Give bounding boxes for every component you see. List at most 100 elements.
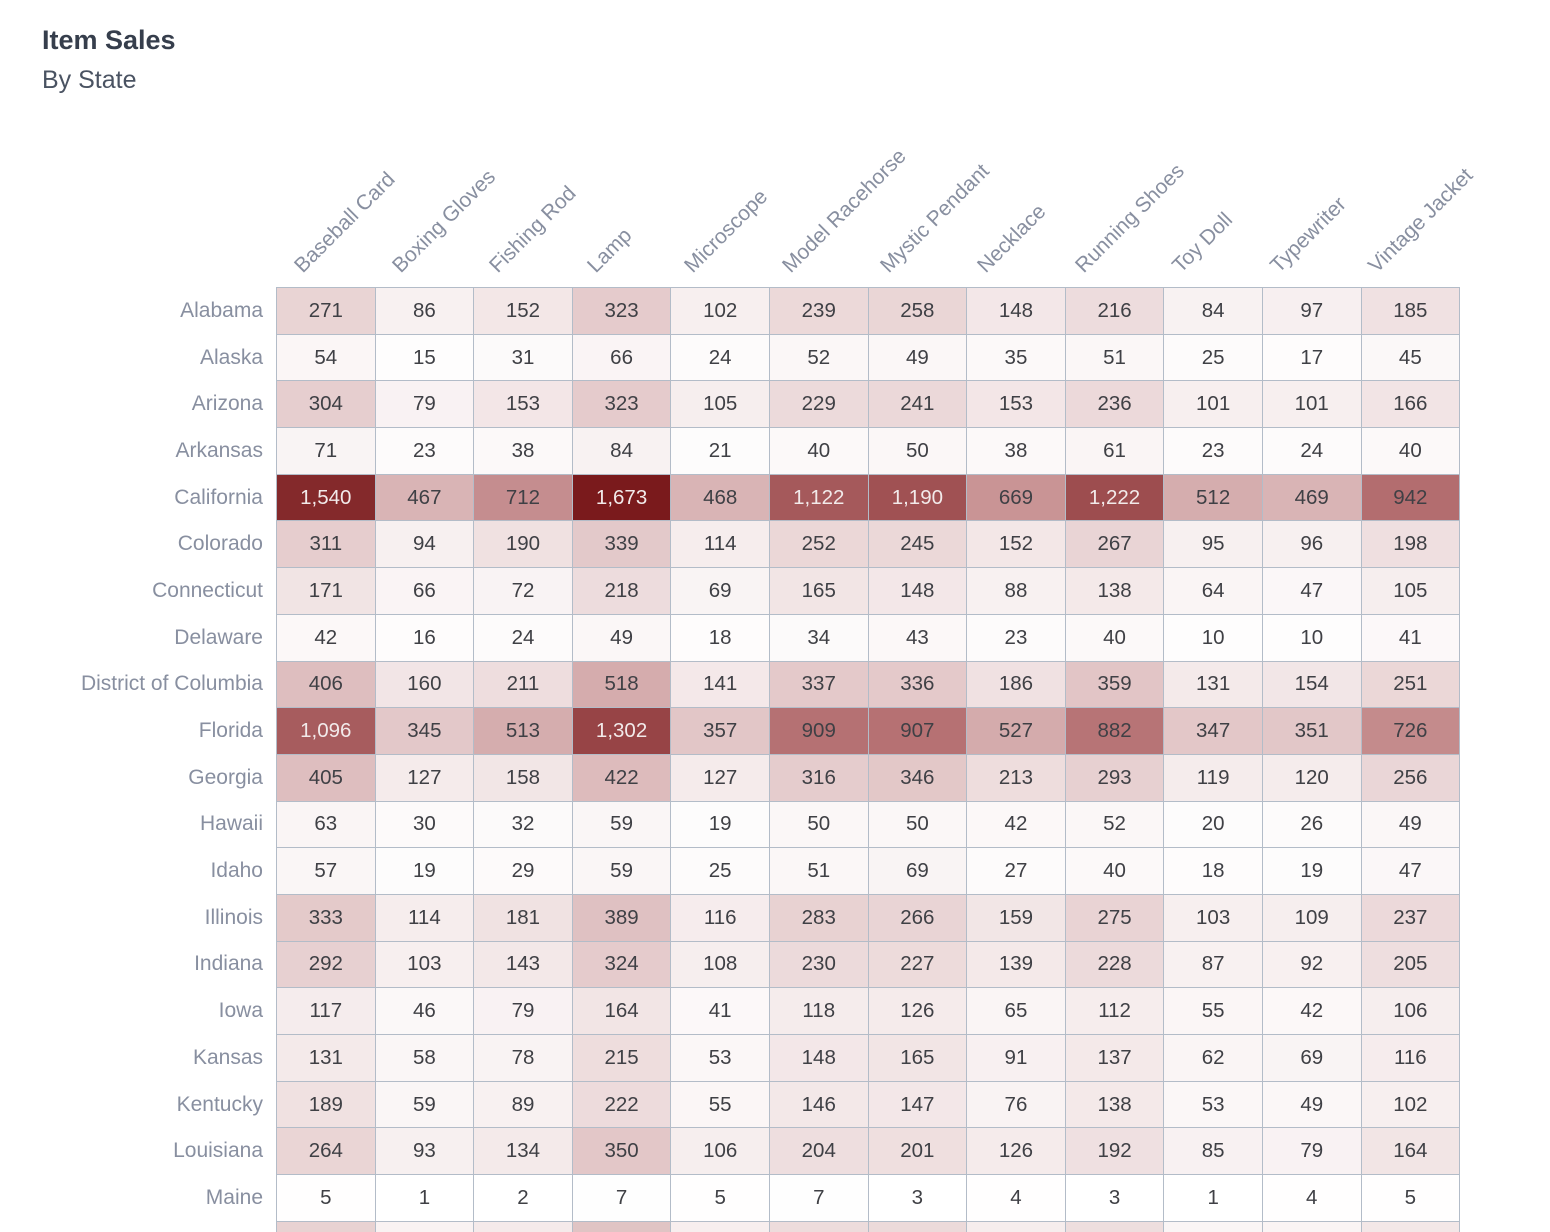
heatmap-cell[interactable]: 91 xyxy=(966,1034,1066,1082)
heatmap-cell[interactable]: 17 xyxy=(1261,333,1362,382)
heatmap-cell[interactable]: 43 xyxy=(867,613,968,662)
heatmap-cell[interactable]: 346 xyxy=(867,753,968,802)
heatmap-cell[interactable]: 95 xyxy=(1163,520,1263,569)
heatmap-cell[interactable]: 251 xyxy=(1360,660,1461,709)
heatmap-cell[interactable]: 153 xyxy=(473,380,573,429)
heatmap-cell[interactable]: 101 xyxy=(1261,380,1362,429)
heatmap-cell[interactable]: 34 xyxy=(768,613,869,662)
heatmap-cell[interactable]: 266 xyxy=(867,893,968,942)
heatmap-cell[interactable]: 105 xyxy=(670,380,770,429)
heatmap-cell[interactable]: 205 xyxy=(1360,940,1461,989)
heatmap-cell[interactable]: 23 xyxy=(374,427,475,475)
heatmap-cell[interactable]: 146 xyxy=(768,1080,869,1129)
heatmap-cell[interactable]: 18 xyxy=(670,613,770,662)
heatmap-cell[interactable]: 25 xyxy=(1163,333,1263,382)
heatmap-cell[interactable]: 102 xyxy=(1360,1080,1461,1129)
heatmap-cell[interactable] xyxy=(768,1220,869,1232)
heatmap-cell[interactable]: 61 xyxy=(1064,427,1165,475)
heatmap-cell[interactable]: 59 xyxy=(571,847,672,895)
heatmap-cell[interactable]: 116 xyxy=(1360,1034,1461,1082)
heatmap-cell[interactable]: 2 xyxy=(473,1174,573,1222)
heatmap-cell[interactable]: 181 xyxy=(473,893,573,942)
heatmap-cell[interactable]: 52 xyxy=(1064,800,1165,849)
heatmap-cell[interactable]: 49 xyxy=(867,333,968,382)
heatmap-cell[interactable]: 87 xyxy=(1163,940,1263,989)
heatmap-cell[interactable]: 230 xyxy=(768,940,869,989)
heatmap-cell[interactable]: 198 xyxy=(1360,520,1461,569)
heatmap-cell[interactable]: 57 xyxy=(276,847,376,895)
heatmap-cell[interactable]: 518 xyxy=(571,660,672,709)
heatmap-cell[interactable]: 726 xyxy=(1360,707,1461,755)
heatmap-cell[interactable]: 190 xyxy=(473,520,573,569)
heatmap-cell[interactable]: 1,302 xyxy=(571,707,672,755)
heatmap-cell[interactable]: 882 xyxy=(1064,707,1165,755)
heatmap-cell[interactable]: 271 xyxy=(276,287,376,335)
heatmap-cell[interactable]: 38 xyxy=(966,427,1066,475)
heatmap-cell[interactable]: 311 xyxy=(276,520,376,569)
heatmap-cell[interactable]: 32 xyxy=(473,800,573,849)
heatmap-cell[interactable]: 4 xyxy=(1261,1174,1362,1222)
heatmap-cell[interactable]: 93 xyxy=(374,1127,475,1176)
heatmap-cell[interactable]: 186 xyxy=(966,660,1066,709)
heatmap-cell[interactable]: 148 xyxy=(867,567,968,615)
heatmap-cell[interactable]: 5 xyxy=(670,1174,770,1222)
heatmap-cell[interactable]: 165 xyxy=(867,1034,968,1082)
heatmap-cell[interactable]: 69 xyxy=(670,567,770,615)
heatmap-cell[interactable]: 69 xyxy=(867,847,968,895)
heatmap-cell[interactable]: 152 xyxy=(473,287,573,335)
heatmap-cell[interactable]: 52 xyxy=(768,333,869,382)
heatmap-cell[interactable]: 158 xyxy=(473,753,573,802)
heatmap-cell[interactable] xyxy=(867,1220,968,1232)
heatmap-cell[interactable]: 46 xyxy=(374,987,475,1035)
heatmap-cell[interactable]: 512 xyxy=(1163,473,1263,522)
heatmap-cell[interactable]: 359 xyxy=(1064,660,1165,709)
heatmap-cell[interactable]: 53 xyxy=(1163,1080,1263,1129)
heatmap-cell[interactable]: 59 xyxy=(374,1080,475,1129)
heatmap-cell[interactable]: 7 xyxy=(571,1174,672,1222)
heatmap-cell[interactable]: 92 xyxy=(1261,940,1362,989)
heatmap-cell[interactable]: 108 xyxy=(670,940,770,989)
heatmap-cell[interactable]: 10 xyxy=(1261,613,1362,662)
heatmap-cell[interactable]: 42 xyxy=(1261,987,1362,1035)
heatmap-cell[interactable]: 134 xyxy=(473,1127,573,1176)
heatmap-cell[interactable]: 38 xyxy=(473,427,573,475)
heatmap-cell[interactable]: 513 xyxy=(473,707,573,755)
heatmap-cell[interactable]: 236 xyxy=(1064,380,1165,429)
heatmap-cell[interactable]: 20 xyxy=(1163,800,1263,849)
heatmap-cell[interactable]: 218 xyxy=(571,567,672,615)
heatmap-cell[interactable]: 1,190 xyxy=(867,473,968,522)
heatmap-cell[interactable]: 245 xyxy=(867,520,968,569)
heatmap-cell[interactable]: 345 xyxy=(374,707,475,755)
heatmap-cell[interactable]: 1,222 xyxy=(1064,473,1165,522)
heatmap-cell[interactable]: 19 xyxy=(374,847,475,895)
heatmap-cell[interactable]: 64 xyxy=(1163,567,1263,615)
heatmap-cell[interactable]: 909 xyxy=(768,707,869,755)
heatmap-cell[interactable]: 1,540 xyxy=(276,473,376,522)
heatmap-cell[interactable]: 50 xyxy=(867,800,968,849)
heatmap-cell[interactable]: 42 xyxy=(966,800,1066,849)
heatmap-cell[interactable]: 41 xyxy=(670,987,770,1035)
heatmap-cell[interactable]: 166 xyxy=(1360,380,1461,429)
heatmap-cell[interactable]: 5 xyxy=(1360,1174,1461,1222)
heatmap-cell[interactable]: 114 xyxy=(374,893,475,942)
heatmap-cell[interactable]: 51 xyxy=(1064,333,1165,382)
heatmap-cell[interactable]: 139 xyxy=(966,940,1066,989)
heatmap-cell[interactable]: 292 xyxy=(276,940,376,989)
heatmap-cell[interactable]: 229 xyxy=(768,380,869,429)
heatmap-cell[interactable]: 63 xyxy=(276,800,376,849)
heatmap-cell[interactable]: 25 xyxy=(670,847,770,895)
heatmap-cell[interactable]: 54 xyxy=(276,333,376,382)
heatmap-cell[interactable]: 103 xyxy=(1163,893,1263,942)
heatmap-cell[interactable]: 96 xyxy=(1261,520,1362,569)
heatmap-cell[interactable]: 422 xyxy=(571,753,672,802)
heatmap-cell[interactable]: 18 xyxy=(1163,847,1263,895)
heatmap-cell[interactable]: 71 xyxy=(276,427,376,475)
heatmap-cell[interactable]: 406 xyxy=(276,660,376,709)
heatmap-cell[interactable]: 323 xyxy=(571,287,672,335)
heatmap-cell[interactable]: 89 xyxy=(473,1080,573,1129)
heatmap-cell[interactable]: 127 xyxy=(670,753,770,802)
heatmap-cell[interactable]: 148 xyxy=(768,1034,869,1082)
heatmap-cell[interactable]: 336 xyxy=(867,660,968,709)
heatmap-cell[interactable]: 324 xyxy=(571,940,672,989)
heatmap-cell[interactable]: 264 xyxy=(276,1127,376,1176)
